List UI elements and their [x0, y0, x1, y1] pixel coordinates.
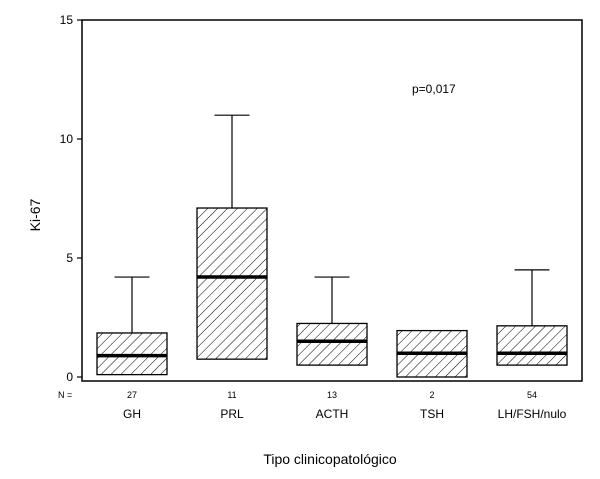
n-label: N =	[58, 390, 72, 400]
y-axis-label: Ki-67	[27, 198, 43, 231]
y-tick-label: 10	[60, 132, 74, 146]
iqr-box	[196, 207, 268, 360]
n-count: 27	[127, 390, 137, 400]
x-tick-label: LH/FSH/nulo	[498, 407, 567, 421]
x-tick-label: ACTH	[316, 407, 349, 421]
n-count: 2	[429, 390, 434, 400]
iqr-box	[296, 322, 368, 366]
x-tick-label: TSH	[420, 407, 444, 421]
n-count: 11	[227, 390, 236, 400]
x-axis-label: Tipo clinicopatológico	[263, 451, 397, 467]
box-acth	[296, 276, 368, 366]
y-axis: 0 5 10 15	[60, 13, 82, 384]
box-gh	[96, 276, 168, 376]
iqr-box	[496, 325, 568, 366]
plot-frame	[81, 19, 583, 382]
x-tick-label: GH	[123, 407, 141, 421]
n-count: 13	[327, 390, 337, 400]
n-count: 54	[527, 390, 537, 400]
x-axis: 27 GH 11 PRL 13 ACTH 2 TSH 54 LH/FSH/nulo	[123, 390, 567, 421]
y-tick-label: 5	[66, 251, 73, 265]
box-lh-fsh-nulo	[496, 269, 568, 366]
box-series	[96, 114, 568, 378]
x-tick-label: PRL	[220, 407, 244, 421]
y-tick-label: 0	[66, 370, 73, 384]
box-prl	[196, 114, 268, 360]
box-tsh	[396, 329, 468, 378]
p-value-annotation: p=0,017	[412, 82, 456, 96]
y-tick-label: 15	[60, 13, 74, 27]
iqr-box	[96, 332, 168, 376]
